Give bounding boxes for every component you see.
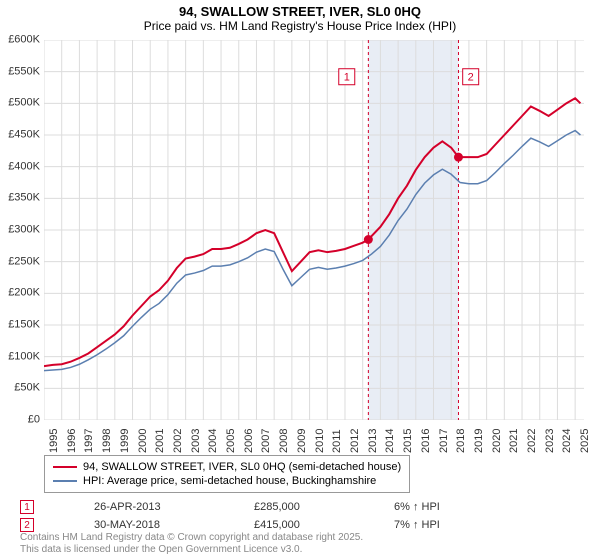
x-axis-label: 2002 (172, 429, 184, 453)
x-axis-label: 2005 (225, 429, 237, 453)
y-axis-label: £150K (0, 320, 40, 331)
x-axis-label: 2014 (384, 429, 396, 453)
legend-label: HPI: Average price, semi-detached house,… (83, 475, 376, 487)
x-axis-label: 2010 (314, 429, 326, 453)
x-axis-label: 2023 (544, 429, 556, 453)
x-axis-label: 2019 (473, 429, 485, 453)
x-axis-label: 2021 (508, 429, 520, 453)
x-axis-label: 1997 (83, 429, 95, 453)
x-axis-label: 2022 (526, 429, 538, 453)
x-axis-label: 2006 (243, 429, 255, 453)
sale-date: 26-APR-2013 (94, 501, 194, 513)
footer-attribution: Contains HM Land Registry data © Crown c… (20, 532, 363, 556)
chart-area: 12 £0£50K£100K£150K£200K£250K£300K£350K£… (44, 40, 584, 420)
footer-line: Contains HM Land Registry data © Crown c… (20, 532, 363, 544)
y-axis-label: £400K (0, 161, 40, 172)
x-axis-label: 2009 (296, 429, 308, 453)
x-axis-label: 1998 (101, 429, 113, 453)
y-axis-label: £100K (0, 351, 40, 362)
chart-plot: 12 (44, 40, 584, 420)
x-axis-label: 2008 (278, 429, 290, 453)
y-axis-label: £600K (0, 35, 40, 46)
x-axis-label: 2007 (260, 429, 272, 453)
sale-pct: 6% ↑ HPI (394, 501, 440, 513)
legend-item: HPI: Average price, semi-detached house,… (53, 474, 401, 488)
sale-history: 1 26-APR-2013 £285,000 6% ↑ HPI 2 30-MAY-2018… (20, 498, 440, 534)
legend-item: 94, SWALLOW STREET, IVER, SL0 0HQ (semi-… (53, 460, 401, 474)
y-axis-label: £350K (0, 193, 40, 204)
sale-marker: 2 (20, 518, 34, 532)
x-axis-label: 2016 (420, 429, 432, 453)
y-axis-label: £550K (0, 66, 40, 77)
x-axis-label: 2000 (137, 429, 149, 453)
footer-line: This data is licensed under the Open Gov… (20, 544, 363, 556)
x-axis-label: 2004 (207, 429, 219, 453)
x-axis-label: 2003 (190, 429, 202, 453)
x-axis-label: 2024 (561, 429, 573, 453)
svg-text:1: 1 (344, 72, 350, 84)
legend: 94, SWALLOW STREET, IVER, SL0 0HQ (semi-… (44, 455, 410, 493)
x-axis-label: 2018 (455, 429, 467, 453)
x-axis-label: 2025 (579, 429, 591, 453)
y-axis-label: £50K (0, 383, 40, 394)
x-axis-label: 1996 (66, 429, 78, 453)
x-axis-label: 2012 (349, 429, 361, 453)
sale-row: 1 26-APR-2013 £285,000 6% ↑ HPI (20, 498, 440, 516)
x-axis-label: 1999 (119, 429, 131, 453)
x-axis-label: 2015 (402, 429, 414, 453)
svg-text:2: 2 (468, 72, 474, 84)
sale-marker: 1 (20, 500, 34, 514)
legend-swatch (53, 480, 77, 482)
x-axis-label: 2001 (154, 429, 166, 453)
sale-price: £285,000 (254, 501, 334, 513)
x-axis-label: 2013 (367, 429, 379, 453)
legend-swatch (53, 466, 77, 468)
chart-title: 94, SWALLOW STREET, IVER, SL0 0HQ (0, 0, 600, 19)
x-axis-label: 2020 (491, 429, 503, 453)
y-axis-label: £450K (0, 130, 40, 141)
sale-pct: 7% ↑ HPI (394, 519, 440, 531)
y-axis-label: £250K (0, 256, 40, 267)
y-axis-label: £0 (0, 415, 40, 426)
legend-label: 94, SWALLOW STREET, IVER, SL0 0HQ (semi-… (83, 461, 401, 473)
x-axis-label: 2017 (438, 429, 450, 453)
x-axis-label: 2011 (331, 429, 343, 453)
chart-subtitle: Price paid vs. HM Land Registry's House … (0, 19, 600, 33)
y-axis-label: £300K (0, 225, 40, 236)
sale-date: 30-MAY-2018 (94, 519, 194, 531)
y-axis-label: £500K (0, 98, 40, 109)
x-axis-label: 1995 (48, 429, 60, 453)
sale-price: £415,000 (254, 519, 334, 531)
y-axis-label: £200K (0, 288, 40, 299)
